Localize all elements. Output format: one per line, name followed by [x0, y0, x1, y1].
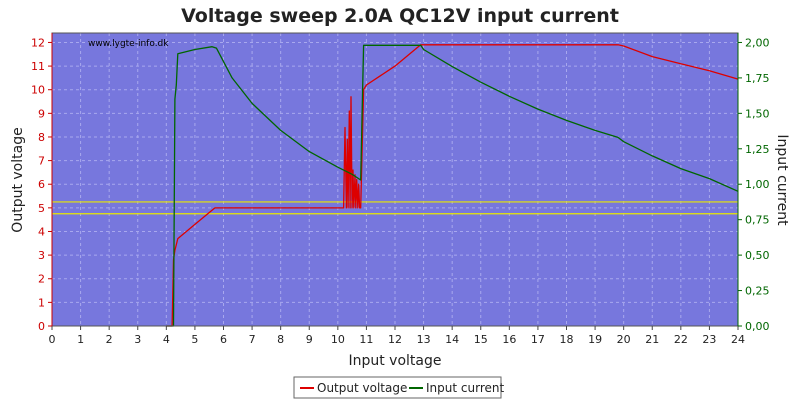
limit-lines	[52, 201, 738, 215]
x-tick-label: 24	[731, 333, 745, 346]
x-tick-label: 16	[502, 333, 516, 346]
right-tick-label: 0,00	[745, 320, 770, 333]
left-tick-label: 4	[38, 225, 45, 238]
right-y-axis: 0,00 0,25 0,50 0,75 1,00 1,25 1,50 1,75 2,00	[737, 33, 770, 333]
x-tick-label: 9	[306, 333, 313, 346]
left-tick-label: 11	[31, 60, 45, 73]
x-tick-label: 6	[220, 333, 227, 346]
left-tick-label: 0	[38, 320, 45, 333]
left-tick-label: 5	[38, 202, 45, 215]
left-tick-label: 7	[38, 155, 45, 168]
x-tick-label: 1	[77, 333, 84, 346]
right-tick-label: 1,25	[745, 143, 770, 156]
x-tick-label: 3	[134, 333, 141, 346]
x-tick-label: 4	[163, 333, 170, 346]
series-line-input-current	[166, 44, 739, 327]
x-axis-title: Input voltage	[348, 353, 441, 369]
chart-title: Voltage sweep 2.0A QC12V input current	[181, 5, 619, 27]
left-tick-label: 1	[38, 296, 45, 309]
x-tick-label: 2	[106, 333, 113, 346]
left-tick-label: 6	[38, 178, 45, 191]
watermark: www.lygte-info.dk	[88, 39, 169, 49]
right-tick-label: 0,75	[745, 214, 770, 227]
legend: Output voltage Input current	[293, 376, 504, 399]
x-axis: 0 1 2 3 4 5 6 7 8 9 10 11 12 13 14 15 16 17 18 19 20 21 22 23 24	[49, 326, 745, 346]
x-tick-label: 13	[417, 333, 431, 346]
series-group	[166, 44, 739, 327]
left-tick-label: 3	[38, 249, 45, 262]
legend-label-input-current: Input current	[426, 381, 504, 395]
left-y-axis-title: Output voltage	[10, 127, 26, 232]
x-tick-label: 0	[49, 333, 56, 346]
right-tick-label: 0,50	[745, 249, 770, 262]
right-tick-label: 2,00	[745, 36, 770, 49]
left-tick-label: 12	[31, 36, 45, 49]
x-tick-label: 5	[191, 333, 198, 346]
x-tick-label: 17	[531, 333, 545, 346]
x-tick-label: 8	[277, 333, 284, 346]
x-tick-label: 18	[560, 333, 574, 346]
right-tick-label: 1,00	[745, 178, 770, 191]
right-tick-label: 1,50	[745, 107, 770, 120]
grid	[51, 33, 739, 327]
x-tick-label: 15	[474, 333, 488, 346]
right-y-axis-title: Input current	[774, 134, 790, 226]
series-line-output-voltage	[166, 44, 739, 327]
left-tick-label: 10	[31, 84, 45, 97]
x-tick-label: 11	[359, 333, 373, 346]
left-tick-label: 2	[38, 273, 45, 286]
x-tick-label: 20	[617, 333, 631, 346]
right-tick-label: 1,75	[745, 72, 770, 85]
legend-box	[293, 376, 502, 399]
x-tick-label: 12	[388, 333, 402, 346]
x-tick-label: 7	[249, 333, 256, 346]
left-tick-label: 8	[38, 131, 45, 144]
x-tick-label: 22	[674, 333, 688, 346]
x-tick-label: 23	[702, 333, 716, 346]
legend-label-output-voltage: Output voltage	[317, 381, 407, 395]
x-tick-label: 21	[645, 333, 659, 346]
left-tick-label: 9	[38, 107, 45, 120]
x-tick-label: 19	[588, 333, 602, 346]
x-tick-label: 14	[445, 333, 459, 346]
x-tick-label: 10	[331, 333, 345, 346]
right-tick-label: 0,25	[745, 285, 770, 298]
